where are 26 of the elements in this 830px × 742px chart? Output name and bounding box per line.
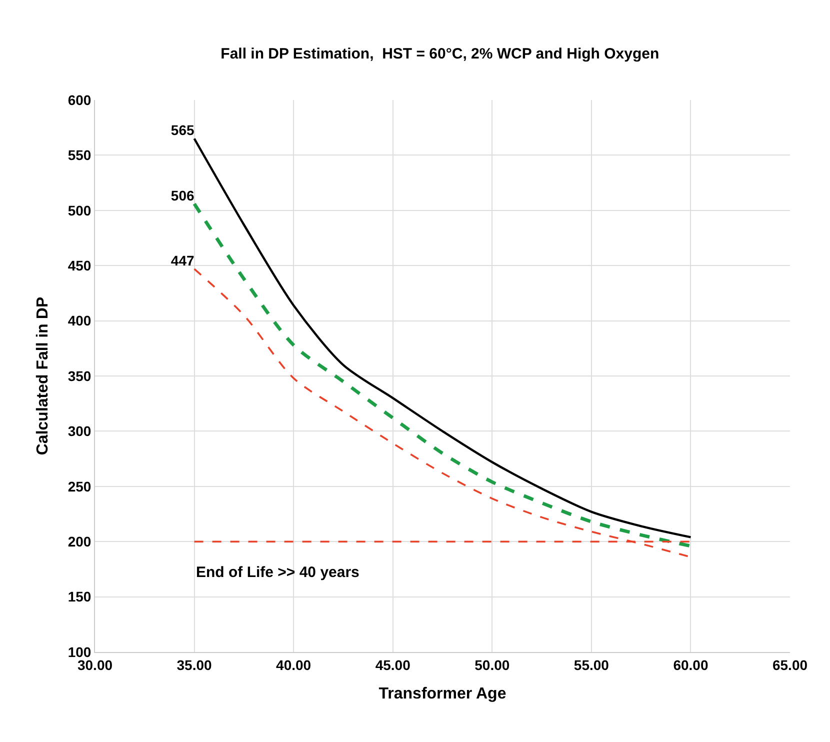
x-tick-label: 40.00	[276, 656, 312, 673]
y-tick-label: 200	[68, 534, 92, 550]
x-tick-label: 45.00	[375, 656, 411, 673]
y-tick-label: 250	[68, 478, 92, 494]
y-axis-title: Calculated Fall in DP	[34, 296, 52, 456]
x-tick-label: 55.00	[574, 656, 610, 673]
chart-title: Fall in DP Estimation, HST = 60°C, 2% WCP and High Oxygen	[220, 46, 660, 63]
x-tick-label: 65.00	[772, 656, 808, 673]
annotation: End of Life >> 40 years	[196, 564, 360, 581]
x-tick-label: 35.00	[176, 656, 212, 673]
y-tick-label: 300	[68, 423, 92, 440]
x-tick-label: 60.00	[673, 656, 708, 673]
y-tick-label: 500	[68, 202, 92, 218]
y-tick-label: 450	[68, 258, 92, 274]
data-label: 506	[170, 187, 195, 204]
y-tick-label: 400	[68, 312, 92, 329]
x-tick-label: 50.00	[474, 656, 510, 673]
data-label: 447	[170, 252, 195, 268]
data-label: 565	[170, 122, 195, 138]
line-series	[192, 202, 692, 548]
y-tick-label: 550	[68, 147, 92, 164]
y-tick-label: 600	[68, 92, 92, 108]
line-series	[193, 138, 692, 538]
x-axis-title: Transformer Age	[378, 686, 506, 702]
y-tick-label: 350	[68, 368, 92, 384]
y-tick-label: 150	[68, 588, 92, 605]
